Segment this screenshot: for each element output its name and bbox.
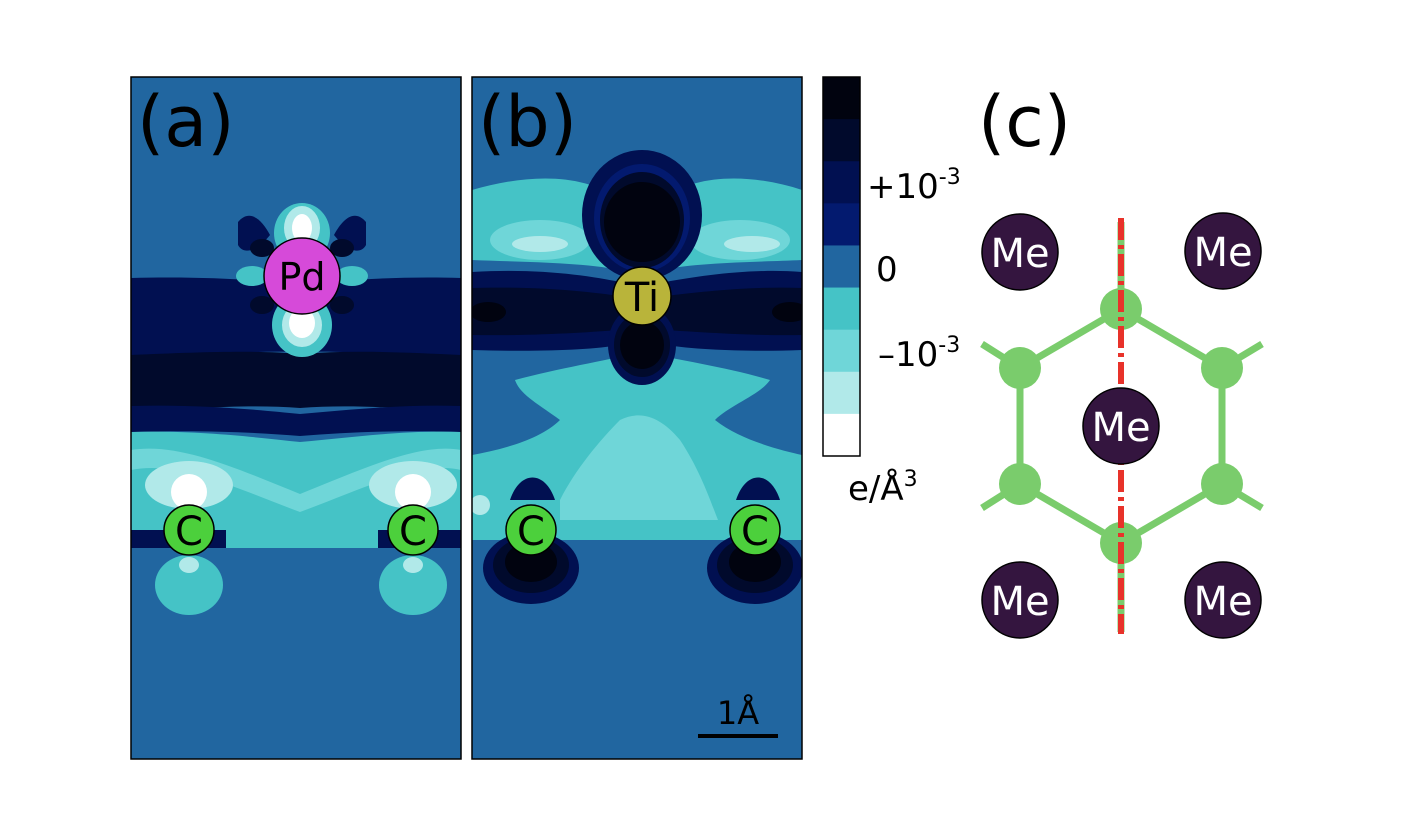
colorbar-level xyxy=(823,245,860,289)
scale-bar: 1Å xyxy=(698,694,778,738)
metal-atom: Me xyxy=(1184,561,1262,639)
carbon-atom-label: C xyxy=(741,509,769,555)
atom-c-left-b: C xyxy=(505,504,557,556)
colorbar-level xyxy=(823,161,860,204)
panel-a-frame xyxy=(130,76,462,760)
metal-atom-label: Me xyxy=(1091,405,1150,451)
metal-atom: Me xyxy=(1184,212,1262,290)
colorbar-frame xyxy=(822,76,861,457)
colorbar-level xyxy=(823,77,860,120)
metal-atoms: Me Me Me Me Me xyxy=(981,212,1262,639)
graphene-atom xyxy=(1201,347,1243,389)
carbon-atom-label: C xyxy=(175,509,203,555)
metal-atom: Me xyxy=(1082,387,1160,465)
panel-c: (c) Me Me Me Me Me xyxy=(978,81,1264,639)
atom-ti: Ti xyxy=(612,266,672,326)
carbon-atom-label: C xyxy=(399,509,427,555)
ti-atom-label: Ti xyxy=(624,275,659,321)
atom-pd: Pd xyxy=(263,237,341,315)
carbon-atom-label: C xyxy=(517,509,545,555)
metal-atom-label: Me xyxy=(990,579,1049,625)
scale-bar-label: 1Å xyxy=(717,694,759,732)
colorbar-level xyxy=(823,371,860,415)
pd-atom-marker xyxy=(263,237,341,315)
colorbar-level xyxy=(823,119,860,162)
graphene-atom xyxy=(1201,463,1243,505)
metal-atom: Me xyxy=(981,213,1059,291)
graphene-atom xyxy=(999,347,1041,389)
colorbar-level xyxy=(823,329,860,373)
metal-atom-label: Me xyxy=(990,231,1049,277)
panel-a-label: (a) xyxy=(137,81,235,163)
carbon-atom-marker xyxy=(163,504,215,556)
colorbar: +10-3 0 –10-3 e/Å3 xyxy=(822,76,961,509)
atom-c-right-b: C xyxy=(729,504,781,556)
panel-a-contour-map xyxy=(131,77,461,759)
colorbar-levels xyxy=(823,77,860,457)
colorbar-level xyxy=(823,203,860,246)
ti-atom-marker xyxy=(612,266,672,326)
pd-atom-label: Pd xyxy=(278,255,325,299)
panel-a: (a) Pd C C xyxy=(130,76,462,760)
atom-c-left-a: C xyxy=(163,504,215,556)
carbon-atom-marker xyxy=(387,504,439,556)
metal-atom-label: Me xyxy=(1193,230,1252,276)
colorbar-tick-plus: +10-3 xyxy=(867,165,961,207)
colorbar-level xyxy=(823,287,860,331)
panel-b: (b) Ti C C 1Å xyxy=(471,76,803,760)
colorbar-unit-label: e/Å3 xyxy=(848,467,918,509)
colorbar-tick-minus: –10-3 xyxy=(878,333,960,375)
metal-atom: Me xyxy=(981,561,1059,639)
panel-b-contour-map xyxy=(472,77,802,759)
panel-b-frame xyxy=(471,76,803,760)
carbon-atom-marker xyxy=(505,504,557,556)
panel-b-label: (b) xyxy=(478,81,577,163)
metal-atom-label: Me xyxy=(1193,579,1252,625)
colorbar-level xyxy=(823,413,860,457)
carbon-atom-marker xyxy=(729,504,781,556)
panel-c-label: (c) xyxy=(978,81,1071,163)
graphene-atom xyxy=(999,463,1041,505)
colorbar-tick-zero: 0 xyxy=(876,250,898,290)
atom-c-right-a: C xyxy=(387,504,439,556)
